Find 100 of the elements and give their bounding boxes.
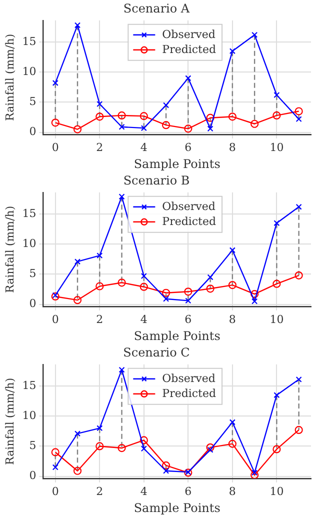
point (52, 80, 58, 86)
x-tick-label: 8 (228, 140, 236, 154)
point (162, 461, 170, 470)
x-tick-label: 8 (228, 312, 236, 326)
y-tick-label: 5 (29, 439, 36, 452)
legend-label: Predicted (162, 214, 216, 228)
legend-label: Observed (162, 200, 216, 213)
point (52, 292, 58, 298)
x-tick-label: 0 (52, 312, 59, 326)
legend-label: Predicted (162, 42, 216, 56)
point (228, 112, 236, 121)
point (294, 426, 303, 434)
point (185, 298, 192, 304)
point (229, 48, 236, 54)
y-tick-label: 15 (22, 34, 36, 48)
point (252, 32, 258, 38)
point (118, 366, 125, 373)
point (274, 220, 280, 226)
y-axis-title: Rainfall (mm/h) (3, 378, 16, 465)
x-axis-title: Sample Points (134, 500, 220, 515)
point (96, 425, 103, 432)
point (140, 446, 147, 452)
point (140, 125, 147, 132)
chart-title: Scenario B (123, 173, 190, 188)
y-tick-label: 0 (29, 469, 36, 482)
point (274, 92, 280, 98)
x-tick-label: 6 (184, 312, 192, 326)
x-tick-label: 0 (52, 140, 59, 154)
point (184, 124, 192, 133)
point (296, 116, 302, 122)
point (228, 440, 236, 448)
point (294, 107, 303, 116)
y-tick-label: 0 (29, 297, 36, 310)
point (118, 444, 126, 452)
x-axis-title: Sample Points (134, 156, 220, 171)
point (118, 194, 125, 200)
point (51, 292, 60, 301)
point (207, 446, 214, 453)
point (51, 448, 60, 456)
x-tick-label: 4 (140, 484, 148, 498)
x-tick-label: 8 (228, 484, 236, 498)
point (296, 376, 302, 382)
x-tick-label: 2 (96, 312, 104, 326)
point (96, 442, 104, 450)
x-tick-label: 4 (140, 312, 148, 326)
point (118, 278, 126, 287)
x-axis-title: Sample Points (134, 328, 220, 343)
x-tick-label: 10 (270, 312, 284, 326)
point (294, 271, 303, 280)
point (74, 430, 81, 437)
x-tick-label: 2 (96, 140, 104, 154)
point (52, 464, 58, 470)
x-tick-label: 6 (184, 140, 192, 154)
legend-label: Observed (162, 28, 216, 41)
point (73, 296, 82, 304)
point (140, 112, 148, 120)
x-tick-label: 4 (140, 140, 148, 154)
x-tick-label: 0 (52, 484, 59, 498)
point (163, 102, 170, 108)
point (96, 252, 103, 259)
point (228, 280, 236, 290)
x-tick-label: 2 (96, 484, 104, 498)
point (140, 282, 148, 291)
point (206, 114, 214, 122)
x-tick-label: 10 (270, 140, 284, 154)
point (229, 419, 236, 426)
y-tick-label: 10 (22, 408, 36, 422)
point (163, 296, 170, 302)
point (73, 466, 82, 475)
point (272, 280, 281, 288)
point (163, 468, 170, 474)
point (96, 112, 104, 121)
point (296, 204, 302, 210)
y-tick-label: 5 (29, 95, 36, 108)
legend-label: Predicted (162, 386, 216, 400)
point (184, 288, 192, 296)
point (207, 126, 214, 132)
point (162, 288, 170, 297)
point (185, 75, 192, 82)
point (140, 272, 147, 280)
chart-title: Scenario C (123, 345, 190, 360)
point (252, 298, 258, 304)
point (162, 121, 170, 130)
point (73, 125, 82, 134)
y-axis-title: Rainfall (mm/h) (3, 34, 16, 121)
point (229, 247, 236, 254)
point (250, 120, 259, 128)
y-tick-label: 10 (22, 236, 36, 250)
point (74, 22, 81, 28)
point (51, 118, 60, 127)
point (252, 470, 258, 476)
point (250, 471, 259, 478)
y-axis-title: Rainfall (mm/h) (3, 206, 16, 293)
chart-title: Scenario A (123, 1, 190, 16)
point (96, 282, 104, 290)
point (118, 111, 126, 120)
point (207, 274, 214, 280)
y-tick-label: 15 (22, 378, 36, 392)
x-tick-label: 6 (184, 484, 192, 498)
legend-label: Observed (162, 372, 216, 385)
